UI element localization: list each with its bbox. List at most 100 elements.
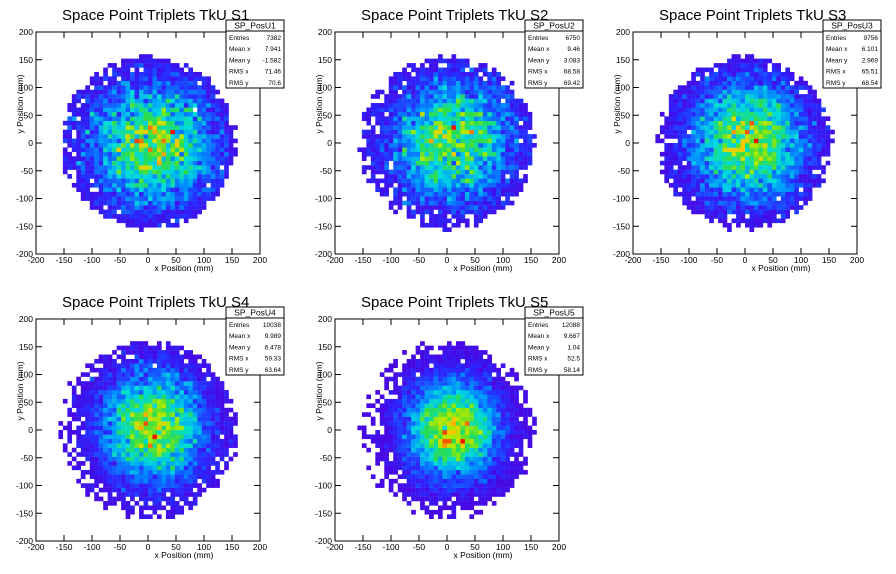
heatmap-bin (753, 63, 759, 68)
heatmap-bin (718, 125, 723, 130)
heatmap-bin (745, 138, 750, 144)
heatmap-bin (161, 372, 167, 377)
heatmap-bin (691, 125, 696, 130)
heatmap-bin (447, 160, 452, 166)
heatmap-bin (152, 456, 158, 462)
heatmap-bin (433, 165, 439, 170)
heatmap-bin (695, 103, 701, 108)
heatmap-bin (143, 103, 149, 108)
heatmap-bin (134, 390, 140, 395)
heatmap-bin (76, 143, 81, 148)
heatmap-bin (771, 160, 777, 166)
heatmap-bin (496, 187, 501, 193)
heatmap-bin (165, 434, 171, 440)
heatmap-bin (192, 398, 198, 404)
heatmap-bin (527, 125, 533, 130)
heatmap-bin (366, 116, 372, 121)
heatmap-bin (780, 165, 786, 170)
heatmap-bin (215, 403, 220, 408)
heatmap-bin (682, 94, 687, 99)
heatmap-bin (700, 200, 705, 206)
heatmap-bin (420, 107, 425, 113)
heatmap-bin (464, 156, 470, 161)
heatmap-bin (370, 138, 376, 144)
heatmap-bin (215, 178, 220, 184)
heatmap-bin (482, 214, 488, 219)
heatmap-bin (121, 456, 126, 462)
heatmap-bin (85, 156, 90, 161)
heatmap-bin (179, 160, 185, 166)
heatmap-bin (469, 94, 475, 99)
heatmap-bin (415, 169, 421, 175)
heatmap-bin (758, 160, 764, 166)
heatmap-bin (170, 120, 176, 126)
heatmap-bin (170, 63, 176, 68)
heatmap-bin (758, 71, 764, 77)
heatmap-bin (424, 107, 430, 113)
heatmap-bin (76, 443, 81, 448)
heatmap-bin (780, 116, 786, 121)
heatmap-bin (482, 129, 488, 135)
heatmap-bin (655, 138, 661, 144)
heatmap-bin (67, 421, 73, 426)
heatmap-bin (143, 85, 149, 90)
heatmap-bin (375, 147, 380, 153)
heatmap-bin (148, 98, 153, 104)
heatmap-bin (103, 447, 108, 453)
heatmap-bin (148, 160, 153, 166)
heatmap-bin (62, 151, 68, 157)
heatmap-bin (107, 178, 113, 184)
heatmap-bin (183, 372, 189, 377)
heatmap-bin (85, 492, 90, 497)
heatmap-bin (179, 156, 185, 161)
heatmap-bin (116, 345, 122, 351)
heatmap-bin (460, 147, 466, 153)
heatmap-bin (210, 421, 216, 426)
heatmap-bin (219, 143, 225, 148)
heatmap-bin (491, 89, 497, 95)
heatmap-bin (179, 465, 185, 471)
heatmap-bin (668, 165, 674, 170)
heatmap-bin (469, 89, 475, 95)
heatmap-bin (121, 209, 126, 215)
heatmap-bin (366, 134, 372, 139)
heatmap-bin (143, 345, 149, 351)
heatmap-bin (179, 509, 185, 515)
heatmap-bin (393, 143, 398, 148)
heatmap-bin (188, 376, 193, 382)
heatmap-bin (500, 165, 506, 170)
heatmap-bin (442, 469, 448, 475)
heatmap-bin (156, 178, 162, 184)
heatmap-bin (709, 67, 714, 73)
heatmap-bin (107, 456, 113, 462)
heatmap-bin (406, 478, 412, 484)
heatmap-bin (727, 156, 732, 161)
heatmap-bin (740, 174, 746, 179)
heatmap-bin (455, 156, 461, 161)
heatmap-bin (379, 103, 385, 108)
heatmap-bin (758, 169, 764, 175)
heatmap-bin (361, 134, 367, 139)
heatmap-bin (803, 125, 808, 130)
heatmap-bin (496, 89, 501, 95)
heatmap-bin (161, 381, 167, 386)
heatmap-bin (473, 98, 479, 104)
heatmap-bin (107, 421, 113, 426)
heatmap-bin (67, 434, 73, 440)
heatmap-bin (736, 174, 741, 179)
heatmap-bin (80, 403, 86, 408)
heatmap-bin (375, 138, 380, 144)
heatmap-bin (736, 191, 741, 197)
heatmap-bin (179, 496, 185, 502)
heatmap-bin (103, 138, 108, 144)
heatmap-bin (80, 390, 86, 395)
heatmap-bin (794, 129, 799, 135)
heatmap-bin (201, 487, 207, 493)
heatmap-bin (803, 178, 808, 184)
heatmap-bin (134, 358, 140, 364)
heatmap-bin (402, 487, 407, 493)
heatmap-bin (455, 483, 461, 488)
heatmap-bin (76, 376, 81, 382)
heatmap-bin (103, 421, 108, 426)
heatmap-bin (527, 151, 533, 157)
